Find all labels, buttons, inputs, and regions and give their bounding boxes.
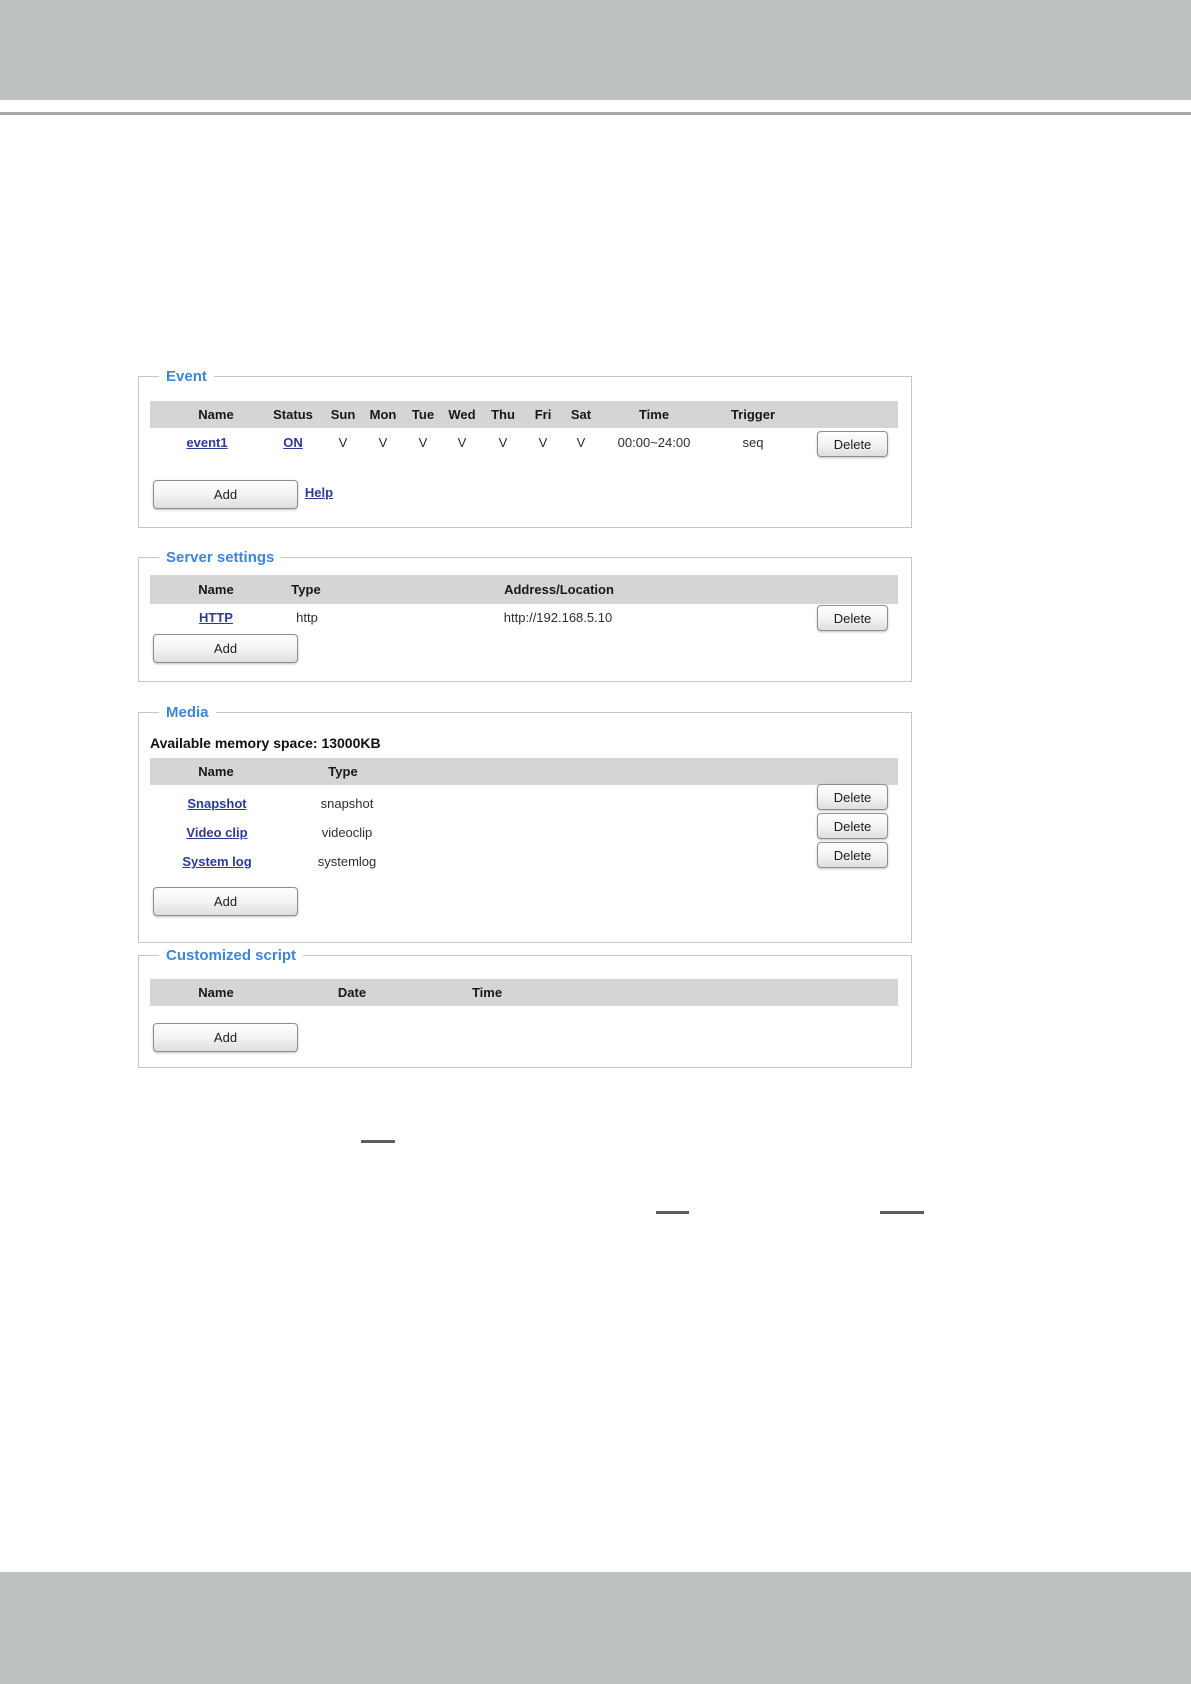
event-col-sun: Sun <box>330 407 356 422</box>
media-systemlog-link[interactable]: System log <box>182 854 252 869</box>
server-settings-panel-title: Server settings <box>159 548 282 568</box>
event-panel: Event Name Status Sun Mon Tue Wed Thu Fr… <box>138 367 912 528</box>
media-col-name: Name <box>198 764 234 779</box>
delete-media-systemlog-button[interactable]: Delete <box>817 842 888 868</box>
server-address-value: http://192.168.5.10 <box>503 610 613 625</box>
script-col-time: Time <box>471 985 503 1000</box>
header-rule <box>0 112 1191 115</box>
event-table-header-bar <box>150 401 898 428</box>
event-col-name: Name <box>198 407 234 422</box>
media-videoclip-type: videoclip <box>321 825 373 840</box>
help-link[interactable]: Help <box>304 485 334 500</box>
delete-media-videoclip-button[interactable]: Delete <box>817 813 888 839</box>
event-name-link[interactable]: event1 <box>186 435 228 450</box>
delete-event-button[interactable]: Delete <box>817 431 888 457</box>
server-table-header-bar <box>150 575 898 604</box>
add-script-button[interactable]: Add <box>153 1023 298 1052</box>
event-col-mon: Mon <box>369 407 397 422</box>
media-panel: Media Available memory space: 13000KB Na… <box>138 703 912 943</box>
event-day-wed-check: V <box>457 435 467 450</box>
server-col-name: Name <box>198 582 234 597</box>
event-col-sat: Sat <box>570 407 592 422</box>
server-type-value: http <box>296 610 318 625</box>
media-systemlog-type: systemlog <box>317 854 377 869</box>
event-col-thu: Thu <box>491 407 515 422</box>
media-table-header-bar <box>150 758 898 785</box>
event-time-value: 00:00~24:00 <box>617 435 691 450</box>
media-snapshot-type: snapshot <box>320 796 374 811</box>
event-col-fri: Fri <box>534 407 552 422</box>
event-col-wed: Wed <box>448 407 476 422</box>
event-panel-title: Event <box>159 367 214 387</box>
underline-mark-1 <box>361 1140 395 1143</box>
event-col-time: Time <box>638 407 670 422</box>
underline-mark-3 <box>880 1211 924 1214</box>
script-table-header-bar <box>150 979 898 1006</box>
customized-script-panel: Customized script Name Date Time Add <box>138 946 912 1068</box>
media-videoclip-link[interactable]: Video clip <box>186 825 248 840</box>
server-col-type: Type <box>291 582 321 597</box>
delete-media-snapshot-button[interactable]: Delete <box>817 784 888 810</box>
server-settings-panel: Server settings Name Type Address/Locati… <box>138 548 912 682</box>
script-col-date: Date <box>337 985 367 1000</box>
media-panel-title: Media <box>159 703 216 723</box>
event-day-thu-check: V <box>498 435 508 450</box>
footer-band <box>0 1572 1191 1684</box>
server-name-link[interactable]: HTTP <box>199 610 233 625</box>
add-media-button[interactable]: Add <box>153 887 298 916</box>
event-day-mon-check: V <box>378 435 388 450</box>
underline-mark-2 <box>656 1211 689 1214</box>
event-col-status: Status <box>273 407 313 422</box>
event-status-link[interactable]: ON <box>283 435 303 450</box>
event-trigger-value: seq <box>742 435 764 450</box>
delete-server-button[interactable]: Delete <box>817 605 888 631</box>
event-day-sat-check: V <box>576 435 586 450</box>
customized-script-panel-title: Customized script <box>159 946 304 966</box>
media-col-type: Type <box>328 764 358 779</box>
event-day-sun-check: V <box>338 435 348 450</box>
media-snapshot-link[interactable]: Snapshot <box>187 796 247 811</box>
event-day-tue-check: V <box>418 435 428 450</box>
add-server-button[interactable]: Add <box>153 634 298 663</box>
add-event-button[interactable]: Add <box>153 480 298 509</box>
server-col-address: Address/Location <box>504 582 614 597</box>
available-memory-label: Available memory space: 13000KB <box>150 735 381 751</box>
script-col-name: Name <box>198 985 234 1000</box>
header-band <box>0 0 1191 100</box>
event-col-trigger: Trigger <box>730 407 776 422</box>
event-day-fri-check: V <box>538 435 548 450</box>
event-col-tue: Tue <box>411 407 435 422</box>
